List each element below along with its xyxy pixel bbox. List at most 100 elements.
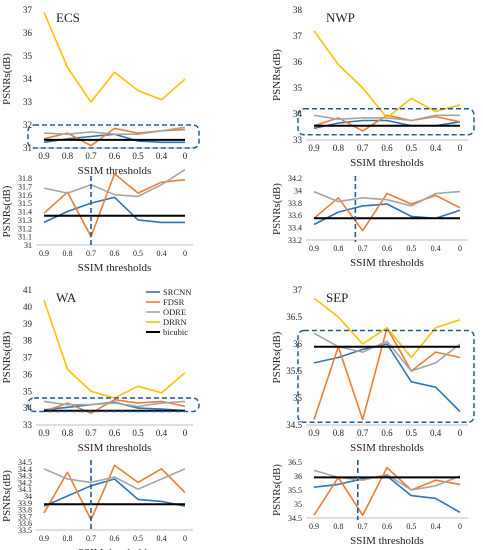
series-line-drrn [313,30,461,119]
y-tick-label: 34.5 [18,458,32,467]
series-line-odre [43,468,186,491]
x-tick-label: 0.7 [85,428,97,438]
y-tick-label: 35.5 [286,366,302,376]
x-tick-label: 0.5 [406,522,416,531]
x-tick-label: 0.6 [110,534,120,543]
x-tick-label: 0.4 [156,428,168,438]
y-tick-label: 37 [23,353,33,363]
y-tick-label: 35 [23,386,33,396]
x-tick-label: 0.5 [406,244,416,253]
zoom-highlight-box [27,124,200,149]
x-tick-label: 0.4 [431,244,441,253]
series-line-fdsr [313,192,461,232]
y-tick-label: 38 [23,336,33,346]
y-tick-label: 39 [23,319,33,329]
x-tick-label: 0.7 [86,534,96,543]
series-line-srcnn [43,478,186,507]
y-tick-label: 35 [293,83,303,93]
legend-label-odre: ODRE [163,307,186,317]
series-line-fdsr [43,173,186,238]
panel-title: NWP [326,10,355,25]
y-tick-label: 33.6 [288,211,302,220]
panel-6: 33.533.633.733.833.93434.134.234.334.434… [1,458,193,550]
legend-label-drrn: DRRN [163,317,187,327]
panel-4: 33.2 33.4 33.6 33.8 34 34.2 0.9 0.8 0.7 0.6 0.5 0.4… [271,174,468,269]
y-tick-label: 34.3 [18,472,32,481]
y-tick-label: 31 [24,241,32,250]
series-line-fdsr [43,464,186,521]
x-axis-title: SSIM thresholds [350,535,424,547]
x-tick-label: 0.4 [157,534,167,543]
x-axis-title: SSIM thresholds [78,442,152,454]
x-tick-label: 0.9 [308,428,320,438]
x-tick-label: 0.5 [406,428,418,438]
x-tick-label: 0.9 [309,522,319,531]
y-tick-label: 33.9 [18,499,32,508]
y-tick-label: 31.5 [18,199,32,208]
y-tick-label: 31.1 [18,233,32,242]
x-tick-label: 0 [458,143,463,153]
x-tick-label: 0.6 [381,428,393,438]
x-tick-label: 0 [183,151,188,161]
y-tick-label: 37 [293,285,303,295]
series-line-fdsr [43,398,186,415]
x-tick-label: 0.6 [381,143,393,153]
series-line-srcnn [313,119,461,130]
x-tick-label: 0 [183,534,187,543]
x-axis-title: SSIM thresholds [350,157,424,169]
panel-8: 34.5 35 35.5 36 36.5 0.9 0.8 0.7 0.6 0.5 0.4 0 PSNRs… [271,458,468,547]
y-tick-label: 36 [23,369,33,379]
x-tick-label: 0.5 [133,249,143,258]
y-axis-title: PSNRs(dB) [1,331,13,383]
y-tick-label: 36.5 [288,458,302,467]
series-line-odre [43,126,186,135]
series-line-srcnn [43,196,185,224]
y-tick-label: 34.1 [18,485,32,494]
series-line-odre [43,168,186,198]
series-line-srcnn [43,401,186,412]
panel-title: SEP [326,290,348,305]
x-tick-label: 0.6 [382,522,392,531]
x-tick-label: 0.4 [430,428,442,438]
y-tick-label: 37 [23,5,33,15]
x-tick-label: 0.7 [358,244,368,253]
x-tick-label: 0 [183,249,187,258]
y-tick-label: 33.8 [288,199,302,208]
x-tick-label: 0.8 [63,249,73,258]
y-tick-label: 34.5 [288,514,302,523]
x-axis-title: SSIM thresholds [78,165,152,177]
legend-label-srcnn: SRCNN [163,287,191,297]
legend-label-bicubic: bicubic [163,327,188,337]
y-tick-label: 35 [294,500,302,509]
x-axis-title: SSIM thresholds [350,442,424,454]
y-tick-label: 41 [23,285,32,295]
zoom-highlight-box [297,329,475,424]
y-axis-title: PSNRs(dB) [271,331,283,383]
x-tick-label: 0.8 [333,428,345,438]
series-line-odre [313,190,461,207]
y-tick-label: 33.8 [18,506,32,515]
x-tick-label: 0.8 [63,534,73,543]
y-tick-label: 31.4 [18,208,32,217]
x-tick-label: 0.5 [132,428,144,438]
y-axis-title: PSNRs(dB) [271,464,283,516]
y-axis-title: PSNRs(dB) [271,49,283,101]
y-tick-label: 33.7 [18,512,32,521]
x-tick-label: 0.6 [109,151,121,161]
x-tick-label: 0.9 [309,244,319,253]
series-line-srcnn [313,203,461,226]
x-tick-label: 0.7 [357,143,369,153]
y-tick-label: 34.5 [286,420,302,430]
y-axis-title: PSNRs(dB) [1,53,13,105]
x-tick-label: 0.7 [357,428,369,438]
x-tick-label: 0.9 [308,143,320,153]
x-tick-label: 0.4 [431,522,441,531]
y-tick-label: 33.6 [18,519,32,528]
y-tick-label: 31 [23,143,32,153]
y-tick-label: 34.2 [288,174,302,183]
x-tick-label: 0.4 [156,151,168,161]
panel-title: WA [56,290,77,305]
